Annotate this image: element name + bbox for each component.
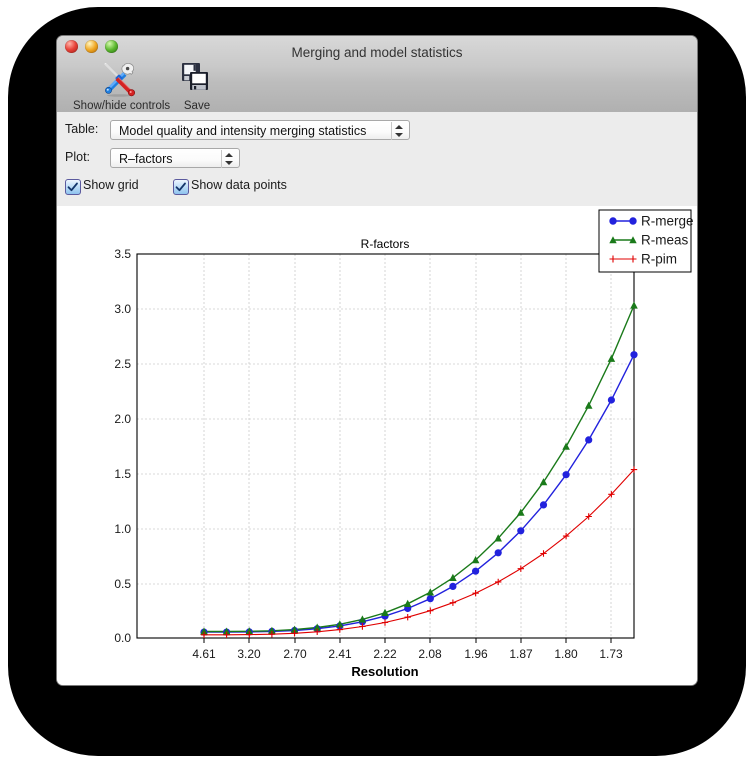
svg-text:1.87: 1.87 [509, 647, 533, 661]
svg-text:2.5: 2.5 [114, 357, 131, 371]
svg-text:Resolution: Resolution [351, 664, 418, 679]
svg-text:R-factors: R-factors [361, 237, 410, 251]
svg-text:3.5: 3.5 [114, 247, 131, 261]
svg-text:4.61: 4.61 [192, 647, 216, 661]
svg-text:3.20: 3.20 [237, 647, 261, 661]
svg-text:R-meas: R-meas [641, 233, 689, 248]
svg-text:1.80: 1.80 [554, 647, 578, 661]
svg-text:2.08: 2.08 [418, 647, 442, 661]
svg-text:1.0: 1.0 [114, 522, 131, 536]
svg-text:0.0: 0.0 [114, 631, 131, 645]
svg-text:1.96: 1.96 [464, 647, 488, 661]
svg-text:1.5: 1.5 [114, 467, 131, 481]
svg-text:2.70: 2.70 [283, 647, 307, 661]
svg-text:3.0: 3.0 [114, 302, 131, 316]
svg-text:R-pim: R-pim [641, 252, 677, 267]
svg-text:2.41: 2.41 [328, 647, 352, 661]
svg-text:0.5: 0.5 [114, 577, 131, 591]
svg-text:2.0: 2.0 [114, 412, 131, 426]
svg-text:1.73: 1.73 [599, 647, 623, 661]
svg-text:2.22: 2.22 [373, 647, 397, 661]
svg-text:R-merge: R-merge [641, 214, 694, 229]
